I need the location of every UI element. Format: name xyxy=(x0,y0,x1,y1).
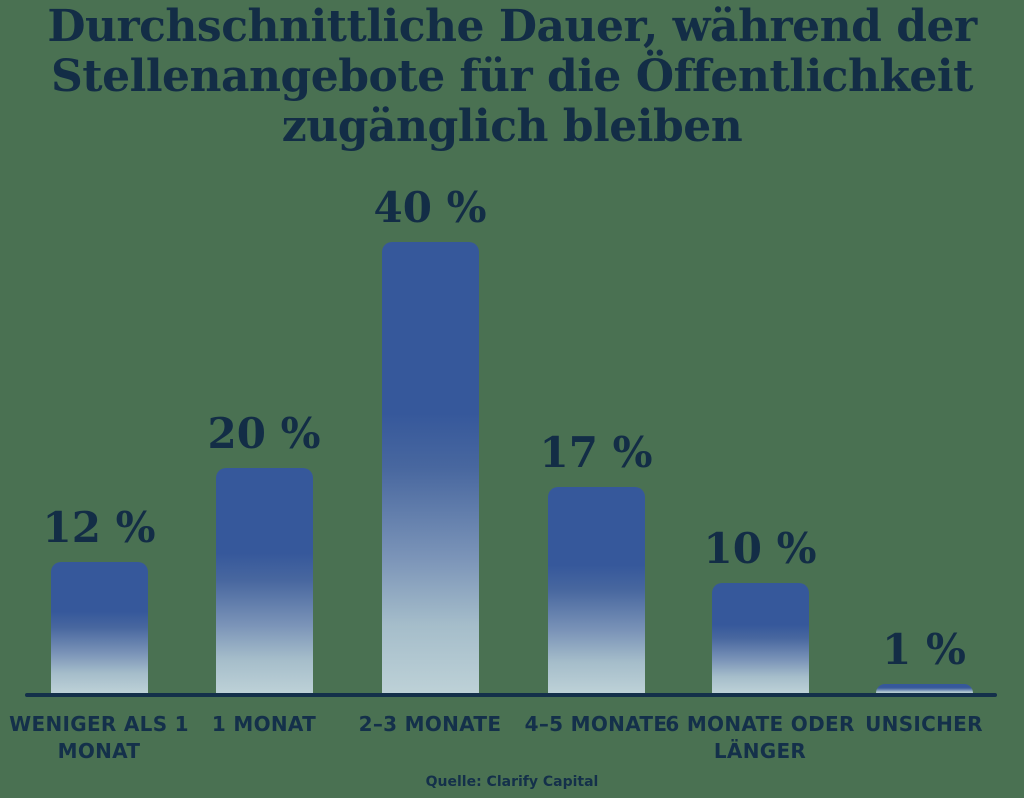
bar xyxy=(875,684,973,693)
bar-category-label: WENIGER ALS 1 MONAT xyxy=(9,712,189,763)
bar-category-label: 6 MONATE ODER LÄNGER xyxy=(665,712,855,763)
bar xyxy=(215,468,313,693)
bar-category-label: 4–5 MONATE xyxy=(524,712,668,736)
source-credit: Quelle: Clarify Capital xyxy=(425,774,599,790)
bar xyxy=(381,242,479,693)
chart-title-line-2: Stellenangebote für die Öffentlichkeit xyxy=(51,51,973,102)
bar-value-label: 20 % xyxy=(207,409,321,458)
bar-category-label: 2–3 MONATE xyxy=(358,712,502,736)
bar-category-label: UNSICHER xyxy=(865,712,983,736)
bar-value-label: 40 % xyxy=(373,183,487,232)
bar-value-label: 12 % xyxy=(42,503,156,552)
bar xyxy=(547,487,645,693)
bar-category-label: 1 MONAT xyxy=(211,712,317,736)
bar-value-label: 1 % xyxy=(882,625,966,674)
chart-title-line-3: zugänglich bleiben xyxy=(281,101,743,152)
bar-value-label: 10 % xyxy=(703,524,817,573)
bar xyxy=(50,562,148,693)
bar xyxy=(711,583,809,693)
chart-title: Durchschnittliche Dauer, während der Ste… xyxy=(22,2,1002,152)
chart-title-line-1: Durchschnittliche Dauer, während der xyxy=(47,1,977,52)
bar-value-label: 17 % xyxy=(539,428,653,477)
x-axis-line xyxy=(25,693,997,697)
